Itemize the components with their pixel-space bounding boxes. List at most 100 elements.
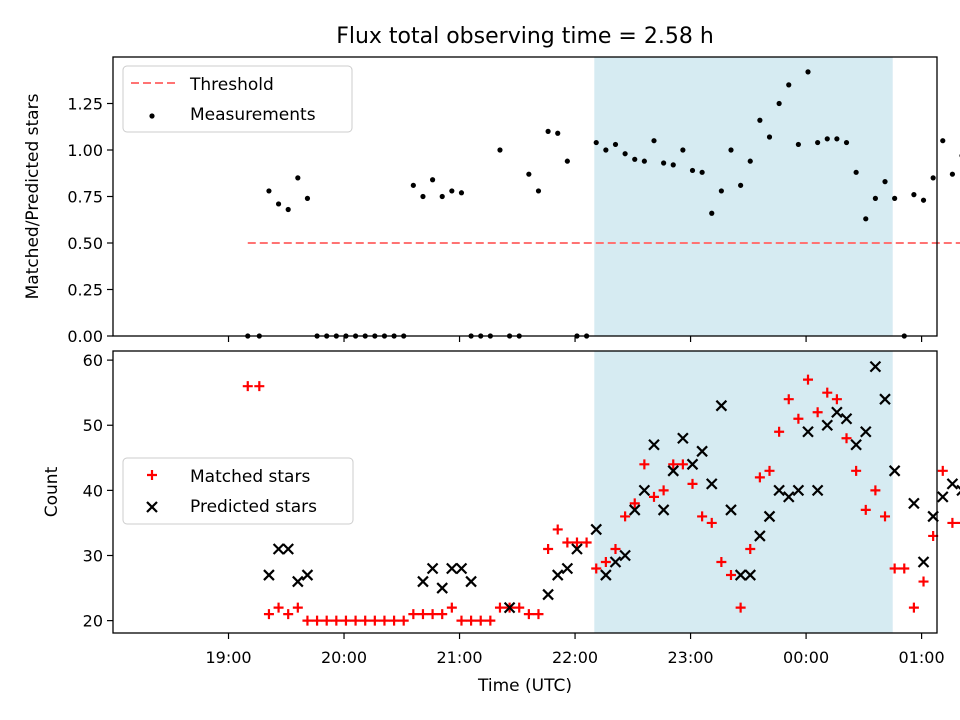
matched-star-point	[687, 478, 698, 489]
predicted-star-point	[551, 569, 564, 581]
predicted-star-point	[696, 445, 708, 458]
measurement-point	[795, 141, 801, 148]
legend-top: Threshold Measurements	[122, 65, 353, 133]
y-tick-label: 50	[83, 416, 103, 435]
matched-star-point	[957, 521, 960, 525]
predicted-star-point	[763, 510, 776, 523]
matched-star-point	[408, 609, 419, 620]
matched-star-point	[668, 459, 679, 470]
predicted-star-point	[619, 549, 631, 562]
matched-star-point	[697, 511, 708, 522]
chart-title: Flux total observing time = 2.58 h	[336, 24, 714, 49]
measurement-point	[535, 188, 542, 194]
predicted-star-point	[282, 543, 294, 555]
measurement-point	[526, 171, 532, 177]
measurement-point	[622, 151, 628, 157]
matched-star-point	[398, 615, 409, 626]
predicted-star-point	[802, 425, 814, 438]
measurement-point	[689, 167, 696, 174]
predicted-star-point	[850, 439, 862, 451]
matched-star-point	[331, 615, 342, 626]
matched-star-point	[581, 537, 592, 548]
predicted-star-point	[936, 491, 949, 503]
matched-star-point	[822, 387, 833, 398]
predicted-star-point	[705, 478, 718, 490]
predicted-star-point	[263, 569, 275, 581]
y-tick-label: 30	[83, 546, 103, 565]
legend-box	[122, 65, 353, 133]
matched-star-point	[793, 413, 804, 424]
y-tick-label: 20	[83, 612, 103, 631]
y-tick-label: 40	[83, 481, 103, 500]
matched-star-point	[379, 615, 390, 626]
matched-star-point	[774, 426, 785, 437]
measurement-point	[824, 136, 830, 142]
matched-star-point	[870, 485, 881, 496]
measurement-point	[709, 210, 715, 216]
legend-predicted-swatch	[146, 501, 158, 513]
measurement-point	[815, 139, 821, 146]
shaded-interval	[594, 57, 893, 336]
x-tick-label: 01:00	[899, 648, 945, 667]
matched-star-point	[350, 615, 361, 626]
measurement-point	[458, 190, 465, 196]
predicted-star-point	[917, 556, 930, 568]
measurement-point	[911, 192, 917, 198]
matched-star-point	[600, 557, 611, 568]
predicted-star-point	[831, 406, 843, 418]
legend-threshold-label: Threshold	[189, 75, 274, 95]
shaded-interval	[594, 351, 893, 633]
matched-star-point	[937, 465, 948, 476]
matched-star-point	[803, 374, 814, 385]
matched-star-point	[754, 472, 765, 483]
matched-star-point	[841, 433, 852, 444]
measurement-point	[747, 158, 753, 164]
matched-star-point	[880, 511, 891, 522]
predicted-star-point	[426, 562, 439, 575]
y-tick-label: 0.75	[67, 188, 103, 207]
predicted-star-point	[677, 432, 689, 445]
measurement-point	[266, 188, 272, 194]
y-tick-label: 0.50	[67, 234, 103, 253]
legend-matched-label: Matched stars	[190, 467, 310, 487]
measurement-point	[805, 69, 811, 75]
predicted-star-point	[465, 575, 477, 588]
predicted-star-point	[859, 425, 872, 438]
matched-star-point	[918, 576, 929, 587]
x-axis-label: Time (UTC)	[477, 676, 572, 696]
matched-star-point	[437, 609, 448, 620]
measurement-point	[545, 128, 551, 134]
x-tick-label: 22:00	[552, 648, 598, 667]
matched-star-point	[591, 563, 602, 574]
matched-star-point	[292, 602, 303, 613]
legend-box	[122, 457, 354, 525]
matched-star-point	[648, 491, 659, 502]
bottom-panel: 20 30 40 50 60 19:00 20:00 21:00 22:00 23:00 00:00…	[83, 350, 960, 667]
measurement-point	[920, 197, 927, 203]
measurement-point	[593, 139, 599, 146]
measurement-point	[612, 141, 619, 148]
matched-star-point	[658, 485, 669, 496]
matched-star-point	[369, 615, 380, 626]
matched-star-point	[783, 394, 794, 405]
matched-star-point	[533, 609, 544, 620]
measurement-point	[429, 177, 436, 183]
matched-star-point	[273, 602, 284, 613]
matched-star-point	[562, 537, 573, 548]
measurement-point	[834, 136, 840, 142]
measurement-point	[699, 169, 705, 175]
matched-star-point	[706, 517, 717, 528]
measurement-point	[776, 100, 782, 107]
matched-star-point	[908, 602, 919, 613]
predicted-star-point	[782, 491, 795, 503]
legend-matched-swatch	[147, 470, 157, 480]
measurement-point	[786, 82, 792, 88]
x-tick-label: 19:00	[205, 648, 251, 667]
predicted-star-point	[609, 556, 622, 568]
predicted-star-point	[715, 399, 728, 412]
predicted-star-point	[657, 504, 670, 516]
matched-star-point	[340, 615, 351, 626]
matched-star-point	[446, 602, 457, 613]
predicted-star-point	[571, 543, 583, 555]
predicted-star-point	[590, 523, 603, 536]
